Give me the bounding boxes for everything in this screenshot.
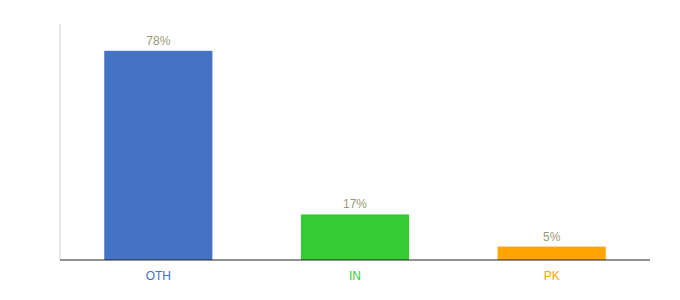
x-tick-label: IN <box>349 269 361 283</box>
x-tick-label: OTH <box>146 269 171 283</box>
y-axis-line <box>60 24 61 260</box>
data-label: 17% <box>343 197 367 211</box>
bar <box>104 51 212 260</box>
bar <box>301 214 409 260</box>
data-label: 5% <box>543 230 561 244</box>
bar <box>498 247 606 260</box>
chart-container: 78% 17% 5% OTH IN PK <box>0 0 680 300</box>
x-ticks: OTH IN PK <box>146 269 560 283</box>
chart-svg: 78% 17% 5% OTH IN PK <box>0 0 680 300</box>
x-tick-label: PK <box>544 269 560 283</box>
data-label: 78% <box>146 34 170 48</box>
bars <box>104 51 606 260</box>
x-axis-line <box>60 260 650 261</box>
data-labels: 78% 17% 5% <box>146 34 560 244</box>
